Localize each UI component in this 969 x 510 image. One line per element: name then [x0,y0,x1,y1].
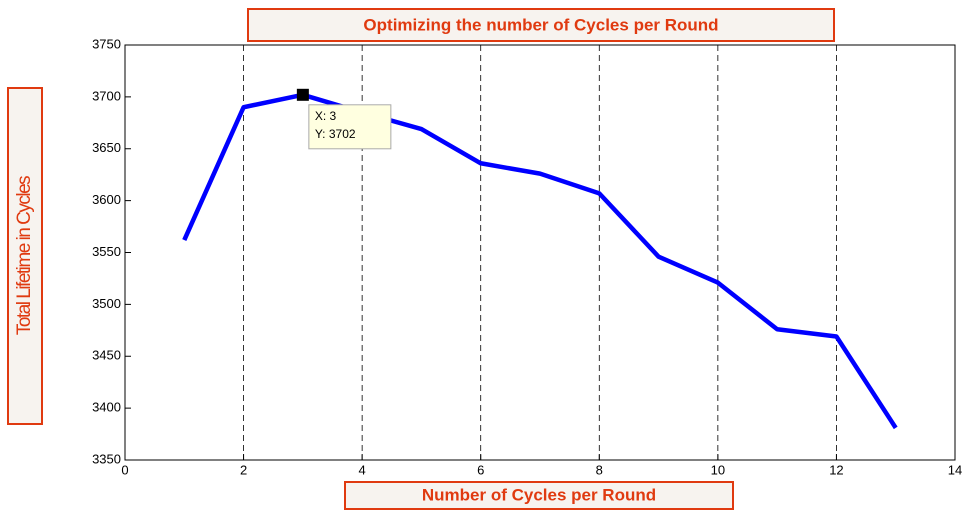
x-tick-label: 8 [596,462,603,477]
y-tick-label: 3750 [92,36,121,51]
y-axis-label: Total Lifetime in Cycles [14,176,35,335]
y-tick-label: 3500 [92,296,121,311]
y-tick-label: 3350 [92,451,121,466]
x-tick-label: 0 [121,462,128,477]
data-tip-text: X: 3 [315,109,337,123]
y-tick-label: 3700 [92,88,121,103]
y-tick-label: 3650 [92,140,121,155]
x-tick-label: 6 [477,462,484,477]
y-tick-label: 3400 [92,400,121,415]
x-tick-label: 12 [829,462,843,477]
chart-title: Optimizing the number of Cycles per Roun… [363,15,718,34]
x-axis-label: Number of Cycles per Round [422,485,656,504]
x-tick-label: 10 [711,462,725,477]
x-tick-label: 14 [948,462,962,477]
title-box [247,8,835,42]
y-label-box [7,87,43,425]
y-tick-label: 3600 [92,192,121,207]
data-tip-text: Y: 3702 [315,127,356,141]
data-tip-marker [296,88,309,101]
x-tick-label: 4 [359,462,366,477]
y-tick-label: 3550 [92,244,121,259]
y-tick-label: 3450 [92,348,121,363]
x-tick-label: 2 [240,462,247,477]
x-label-box [344,481,734,510]
data-tip-box [308,104,392,150]
plot-area [124,44,956,461]
